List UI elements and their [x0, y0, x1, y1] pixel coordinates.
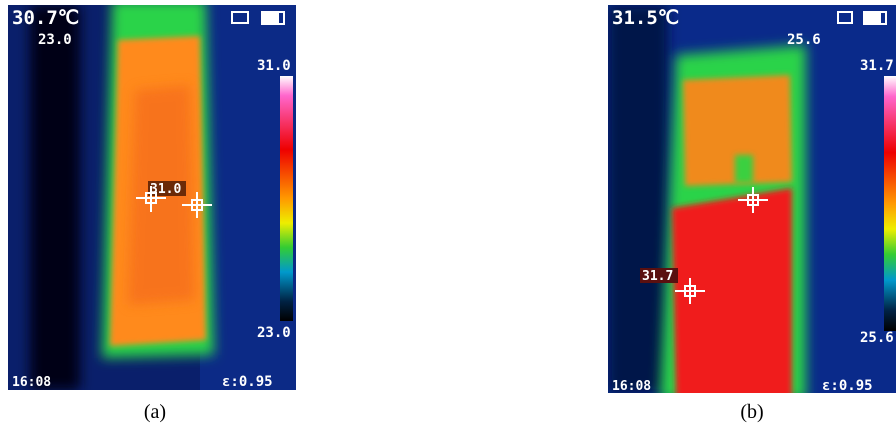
time: 16:08: [12, 375, 51, 390]
thermal-image-b: 31.5℃ 25.6 31.7 25.6 31.7 16:08 ε:0.95: [608, 5, 896, 394]
emissivity: ε:0.95: [822, 378, 873, 394]
spot-label: 31.0: [150, 182, 181, 197]
emissivity: ε:0.95: [222, 374, 273, 390]
caption: (a): [144, 401, 166, 423]
thermal-image-a: 30.7℃ 23.0 31.0 23.0 31.0 16:08 ε:0.95: [8, 5, 296, 390]
center-temp: 30.7℃: [12, 7, 79, 29]
min-reading: 23.0: [38, 32, 72, 48]
scale-min: 23.0: [257, 325, 291, 341]
caption: (b): [740, 401, 763, 423]
center-temp: 31.5℃: [612, 7, 679, 29]
scale-min: 25.6: [860, 330, 894, 346]
scale-max: 31.7: [860, 58, 894, 74]
min-reading: 25.6: [787, 32, 821, 48]
spot-label: 31.7: [642, 269, 673, 284]
scale-max: 31.0: [257, 58, 291, 74]
time: 16:08: [612, 379, 651, 394]
